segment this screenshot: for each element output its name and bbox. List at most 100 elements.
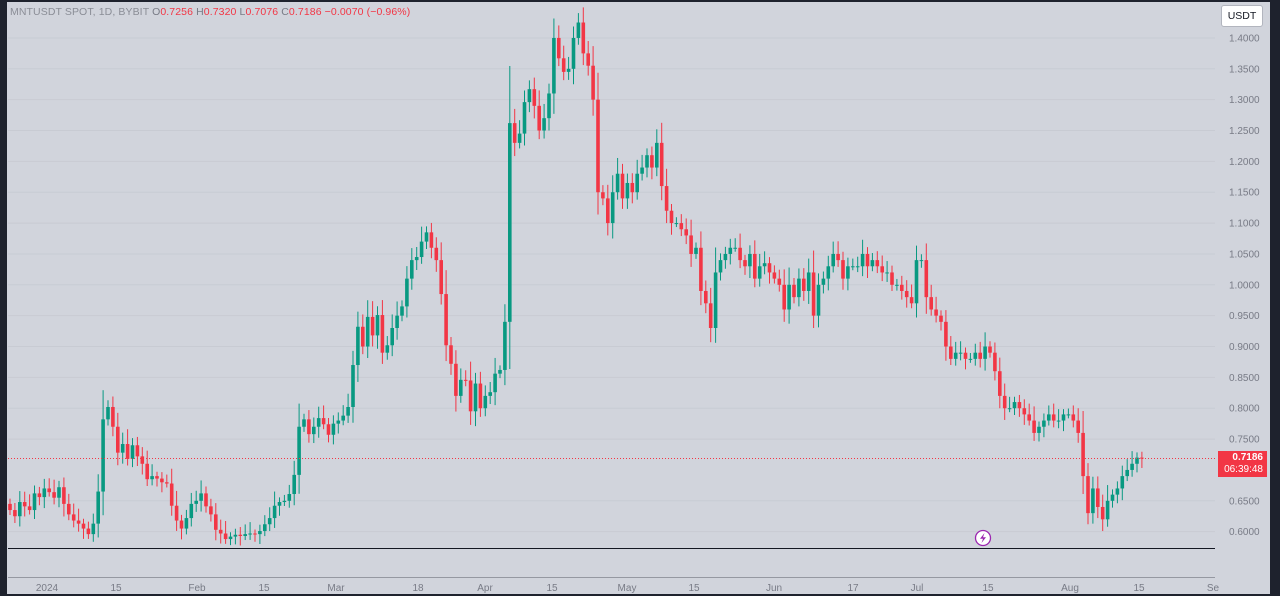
candle-body: [566, 68, 571, 72]
candle-body: [1007, 408, 1012, 410]
candle-body: [13, 510, 17, 517]
candle-body: [571, 37, 576, 69]
time-tick-label: 15: [110, 583, 122, 594]
candle-body: [973, 352, 978, 359]
candle-body: [214, 514, 218, 530]
candle-body: [1047, 414, 1051, 421]
candle-body: [988, 346, 992, 353]
candle-body: [782, 284, 786, 310]
candle-body: [331, 423, 336, 435]
candle-body: [1081, 432, 1085, 477]
time-tick-label: 15: [982, 583, 994, 594]
candle-body: [963, 352, 968, 359]
candle-body: [71, 514, 76, 521]
candle-body: [454, 363, 458, 396]
price-tick-label: 1.2000: [1229, 157, 1260, 168]
candle-body: [336, 420, 341, 424]
candle-body: [1076, 420, 1080, 433]
candle-body: [836, 253, 840, 261]
candle-body: [145, 463, 149, 480]
candle-body: [8, 503, 12, 511]
candle-body: [743, 260, 747, 267]
candle-body: [62, 487, 66, 504]
candle-body: [650, 155, 654, 168]
candle-body: [1066, 414, 1071, 416]
candle-body: [67, 503, 71, 515]
candle-body: [174, 505, 179, 521]
candle-body: [586, 53, 590, 66]
candle-body: [939, 315, 943, 322]
candle-body: [1056, 420, 1061, 422]
candle-body: [1086, 476, 1090, 514]
candle-body: [821, 278, 826, 285]
candle-body: [998, 371, 1002, 396]
candle-body: [885, 272, 889, 274]
candle-body: [620, 173, 625, 199]
time-tick-label: Jul: [911, 583, 924, 594]
candle-body: [826, 266, 831, 279]
candle-body: [860, 253, 865, 267]
last-price-value: 0.7186: [1232, 452, 1263, 463]
candle-body: [165, 482, 169, 484]
candle-body: [1130, 463, 1134, 470]
symbol-label[interactable]: MNTUSDT SPOT, 1D, BYBIT: [10, 6, 150, 18]
candle-body: [361, 326, 365, 347]
candle-body: [601, 192, 605, 199]
candle-body: [557, 37, 561, 59]
candle-body: [655, 142, 659, 168]
candle-body: [708, 303, 713, 328]
time-tick-label: 15: [1133, 583, 1145, 594]
candle-body: [1071, 414, 1076, 421]
candle-body: [498, 369, 502, 374]
candle-body: [949, 346, 953, 359]
bottom-frame-edge: [0, 594, 1280, 596]
candle-body: [312, 426, 316, 435]
candle-body: [831, 253, 835, 267]
candle-body: [792, 284, 796, 298]
candle-body: [880, 266, 884, 273]
price-tick-label: 1.3500: [1229, 64, 1260, 75]
price-tick-label: 1.0000: [1229, 280, 1260, 291]
candle-body: [802, 278, 806, 291]
candle-body: [640, 167, 644, 174]
candle-body: [223, 533, 228, 540]
candle-body: [679, 223, 684, 230]
candle-body: [806, 272, 811, 291]
candle-body: [1100, 506, 1105, 520]
candle-body: [130, 445, 135, 459]
time-tick-label: 15: [546, 583, 558, 594]
candle-body: [429, 232, 434, 248]
candle-body: [816, 284, 821, 316]
candle-body: [37, 493, 42, 498]
time-tick-label: Apr: [477, 583, 493, 594]
candle-body: [380, 315, 385, 353]
high-value: 0.7320: [203, 6, 237, 18]
candle-body: [919, 260, 924, 262]
time-tick-label: 2024: [36, 583, 59, 594]
candle-body: [228, 536, 233, 540]
change-value: −0.0070 (−0.96%): [324, 6, 411, 18]
currency-button[interactable]: USDT: [1221, 5, 1263, 27]
candle-body: [258, 531, 262, 535]
candle-body: [488, 392, 492, 396]
candle-body: [184, 518, 189, 529]
price-tick-label: 1.0500: [1229, 249, 1260, 260]
candle-body: [909, 297, 914, 304]
candle-body: [463, 379, 468, 381]
candle-body: [704, 290, 708, 304]
candle-body: [160, 478, 164, 483]
candle-body: [748, 253, 752, 267]
lightning-icon[interactable]: [974, 529, 992, 547]
candle-body: [414, 257, 419, 261]
candle-body: [199, 493, 203, 501]
candle-body: [1032, 420, 1036, 433]
candle-body: [767, 263, 772, 273]
candle-body: [1135, 457, 1139, 464]
low-key: L: [239, 6, 246, 18]
candle-body: [356, 326, 360, 366]
candle-body: [405, 278, 409, 307]
time-tick-label: 15: [258, 583, 270, 594]
candle-body: [307, 419, 311, 435]
price-tick-label: 1.1500: [1229, 188, 1260, 199]
